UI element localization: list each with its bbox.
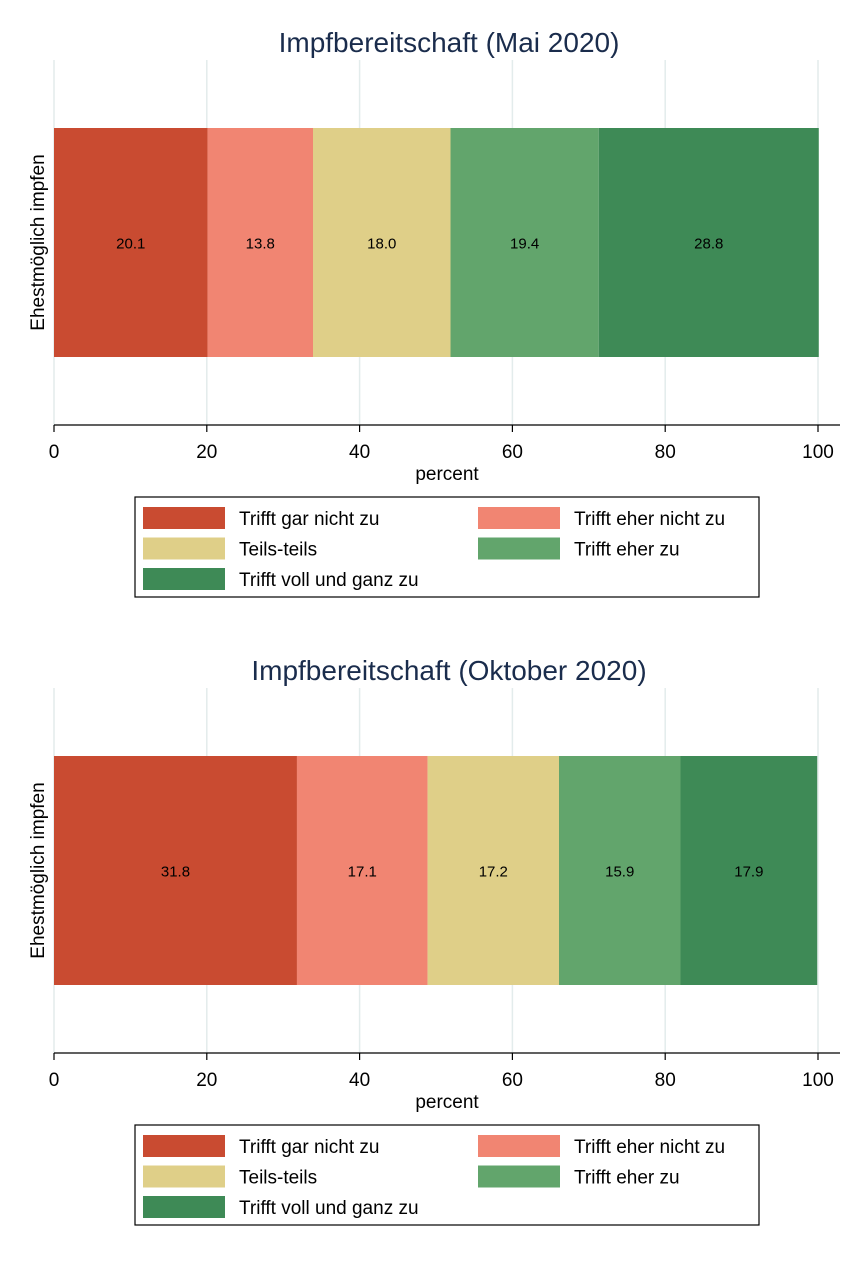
legend-box xyxy=(134,1124,760,1226)
x-tick-label: 20 xyxy=(196,1070,217,1091)
y-category-label: Ehestmöglich impfen xyxy=(28,782,49,958)
x-tick-label: 60 xyxy=(502,442,523,463)
chart-panel-mai: Impfbereitschaft (Mai 2020) 20.1 13.8 18.0 1… xyxy=(0,0,862,628)
x-tick-label: 80 xyxy=(655,442,676,463)
bar-segment xyxy=(598,128,819,357)
legend-swatch xyxy=(478,507,560,529)
x-axis-title: percent xyxy=(415,464,479,485)
chart-svg-oktober: Impfbereitschaft (Oktober 2020) 31.8 17.1 1… xyxy=(28,655,840,1226)
chart-title: Impfbereitschaft (Oktober 2020) xyxy=(251,655,646,686)
bar-segment xyxy=(312,128,451,357)
x-tick-label: 20 xyxy=(196,442,217,463)
legend-swatch xyxy=(143,537,225,560)
legend-label: Trifft eher zu xyxy=(574,1168,680,1189)
legend-label: Trifft eher nicht zu xyxy=(574,1137,725,1158)
x-tick-label: 40 xyxy=(349,442,370,463)
bar-segment xyxy=(296,756,428,985)
data-label: 17.9 xyxy=(734,864,763,881)
legend-swatch xyxy=(478,1165,560,1188)
data-label: 28.8 xyxy=(694,236,723,253)
y-category-label: Ehestmöglich impfen xyxy=(28,154,49,330)
chart-title: Impfbereitschaft (Mai 2020) xyxy=(279,27,620,58)
legend-swatch xyxy=(143,1135,225,1157)
legend-label: Trifft eher nicht zu xyxy=(574,509,725,530)
x-axis-title: percent xyxy=(415,1092,479,1113)
bar-segment xyxy=(450,128,599,357)
legend-swatch xyxy=(478,537,560,560)
legend-swatch xyxy=(143,507,225,529)
legend-box xyxy=(134,496,760,598)
legend-swatch xyxy=(478,1135,560,1157)
data-label: 17.2 xyxy=(479,864,508,881)
x-tick-label: 100 xyxy=(802,442,834,463)
chart-panel-oktober: Impfbereitschaft (Oktober 2020) 31.8 17.1 1… xyxy=(0,628,862,1256)
data-label: 13.8 xyxy=(246,236,275,253)
bar-segment xyxy=(559,756,681,985)
legend-swatch xyxy=(143,1196,225,1218)
bar-segment xyxy=(207,128,313,357)
chart-svg-mai: Impfbereitschaft (Mai 2020) 20.1 13.8 18.0 1… xyxy=(28,27,840,598)
legend-swatch xyxy=(143,568,225,590)
data-label: 15.9 xyxy=(605,864,634,881)
legend-label: Trifft eher zu xyxy=(574,540,680,561)
x-tick-label: 100 xyxy=(802,1070,834,1091)
legend-label: Trifft gar nicht zu xyxy=(239,1137,379,1158)
bar-segment xyxy=(427,756,560,985)
data-label: 19.4 xyxy=(510,236,539,253)
bar-segment xyxy=(680,756,818,985)
data-label: 18.0 xyxy=(367,236,396,253)
legend-label: Teils-teils xyxy=(239,1168,317,1189)
legend-label: Teils-teils xyxy=(239,540,317,561)
legend-swatch xyxy=(143,1165,225,1188)
legend-label: Trifft voll und ganz zu xyxy=(239,1198,419,1219)
x-tick-label: 0 xyxy=(49,1070,60,1091)
x-tick-label: 0 xyxy=(49,442,60,463)
x-tick-label: 60 xyxy=(502,1070,523,1091)
bar-segment xyxy=(54,128,208,357)
legend-label: Trifft gar nicht zu xyxy=(239,509,379,530)
x-tick-label: 40 xyxy=(349,1070,370,1091)
data-label: 31.8 xyxy=(161,864,190,881)
data-label: 20.1 xyxy=(116,236,145,253)
data-label: 17.1 xyxy=(348,864,377,881)
bar-segment xyxy=(54,756,297,985)
legend-label: Trifft voll und ganz zu xyxy=(239,570,419,591)
x-tick-label: 80 xyxy=(655,1070,676,1091)
